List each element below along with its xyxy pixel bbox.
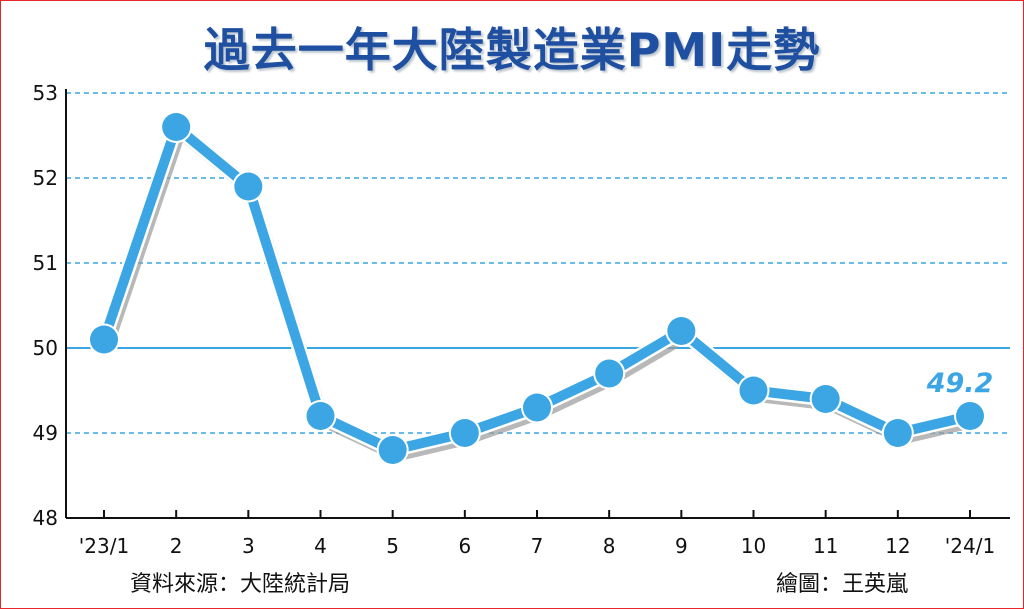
y-tick-label: 53 (33, 81, 58, 105)
last-value-label: 49.2 (926, 368, 994, 399)
data-point (956, 402, 984, 430)
data-point (234, 172, 263, 201)
x-tick-label: 4 (314, 534, 327, 558)
data-point (306, 402, 335, 430)
data-point (378, 436, 407, 464)
y-tick-label: 50 (33, 336, 58, 360)
data-point (739, 376, 768, 405)
data-point (883, 419, 912, 447)
x-tick-label: 12 (885, 534, 910, 558)
data-point (162, 113, 191, 141)
x-tick-label: '23/1 (79, 534, 129, 558)
x-tick-label: '24/1 (945, 534, 995, 558)
y-tick-label: 49 (33, 421, 58, 445)
credit-note: 繪圖：王英嵐 (776, 572, 909, 597)
x-tick-label: 2 (170, 534, 183, 558)
chart-title: 過去一年大陸製造業PMI走勢 (203, 23, 821, 77)
source-note: 資料來源：大陸統計局 (130, 572, 351, 597)
data-point (450, 419, 479, 447)
data-point (595, 359, 624, 388)
y-tick-label: 51 (33, 251, 58, 275)
x-tick-label: 9 (675, 534, 688, 558)
data-point (523, 393, 551, 422)
x-tick-label: 5 (386, 534, 399, 558)
data-point (667, 317, 696, 345)
data-point (811, 385, 840, 413)
y-tick-label: 52 (33, 166, 58, 190)
x-tick-label: 7 (531, 534, 544, 558)
x-tick-label: 10 (741, 534, 766, 558)
x-tick-label: 11 (813, 534, 838, 558)
x-tick-label: 3 (242, 534, 255, 558)
y-tick-label: 48 (33, 506, 58, 530)
data-point (90, 325, 118, 354)
x-tick-label: 6 (458, 534, 471, 558)
x-tick-label: 8 (603, 534, 616, 558)
